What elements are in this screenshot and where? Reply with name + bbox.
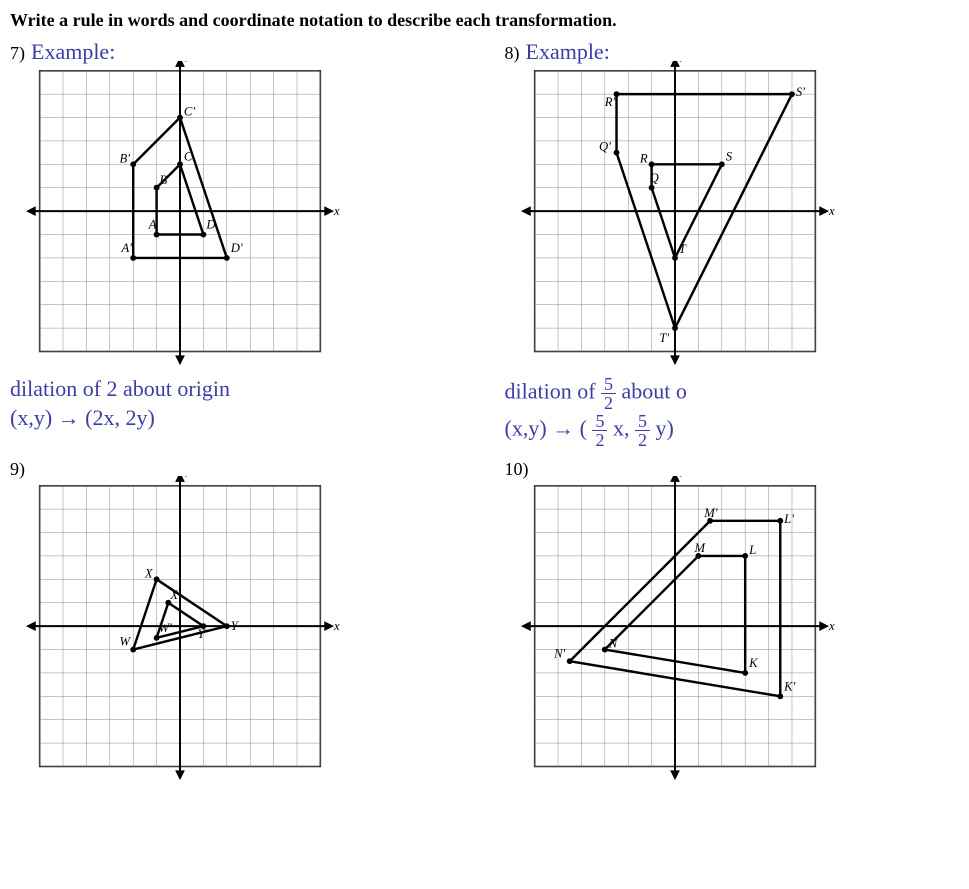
graph-8: x y Q' R' S' T' QR S T (505, 61, 845, 371)
svg-text:A': A' (121, 241, 133, 255)
svg-text:L: L (748, 543, 756, 557)
svg-text:C': C' (184, 105, 195, 119)
svg-text:X: X (144, 566, 154, 580)
handwritten-answer: dilation of 2 about origin (x,y) → (2x, … (10, 375, 465, 432)
svg-text:T: T (678, 242, 686, 256)
answer-line-2: (x,y) → (2x, 2y) (10, 404, 465, 433)
den: 2 (592, 431, 607, 449)
svg-text:C: C (184, 149, 193, 163)
den: 2 (601, 394, 616, 412)
svg-text:y: y (184, 61, 192, 62)
svg-text:D: D (205, 218, 215, 232)
instruction-text: Write a rule in words and coordinate not… (10, 10, 959, 31)
svg-text:K: K (748, 656, 758, 670)
svg-text:M: M (693, 541, 706, 555)
svg-text:M': M' (703, 506, 718, 520)
problem-9: 9) xyW'X'Y'WXY (10, 459, 465, 786)
svg-text:W': W' (159, 621, 173, 635)
svg-text:B: B (160, 173, 168, 187)
svg-text:R: R (638, 151, 647, 165)
svg-text:Q': Q' (598, 140, 610, 154)
svg-text:x: x (333, 619, 340, 633)
svg-text:x: x (828, 204, 835, 218)
num: 5 (592, 412, 607, 431)
svg-text:S': S' (795, 85, 804, 99)
svg-text:N': N' (553, 646, 565, 660)
problem-number: 10) (505, 459, 529, 480)
handwritten-answer: dilation of 52 about o (x,y) → ( 52 x, 5… (505, 375, 960, 449)
num: 5 (601, 375, 616, 394)
svg-text:B': B' (120, 151, 131, 165)
txt: (x,y) → ( (505, 416, 587, 441)
handwritten-header: Example: (31, 39, 115, 65)
svg-text:y: y (678, 61, 686, 62)
svg-text:A: A (148, 218, 157, 232)
problem-10: 10) x y N' M' L' K' N M L K (505, 459, 960, 786)
problem-number: 9) (10, 459, 25, 480)
handwritten-header: Example: (526, 39, 610, 65)
svg-text:K': K' (783, 679, 795, 693)
graph-9: xyW'X'Y'WXY (10, 476, 350, 786)
svg-text:x: x (333, 204, 340, 218)
graph-10: x y N' M' L' K' N M L K (505, 476, 845, 786)
num: 5 (635, 412, 650, 431)
svg-text:S: S (725, 149, 732, 163)
svg-text:R': R' (603, 95, 615, 109)
txt: x, (613, 416, 635, 441)
txt: about o (622, 379, 687, 404)
svg-text:D': D' (230, 241, 243, 255)
svg-text:Q: Q (649, 171, 658, 185)
fraction: 52 (592, 412, 607, 449)
txt: dilation of (505, 379, 602, 404)
answer-line-2: (x,y) → ( 52 x, 52 y) (505, 412, 960, 449)
svg-text:W: W (120, 635, 132, 649)
answer-line-1: dilation of 52 about o (505, 375, 960, 412)
problem-7: 7) Example: x y A' B' C' D' A B C D dilation of 2… (10, 39, 465, 449)
svg-text:y: y (678, 476, 686, 477)
fraction: 52 (635, 412, 650, 449)
problem-number: 7) (10, 43, 25, 64)
den: 2 (635, 431, 650, 449)
row-2: 9) xyW'X'Y'WXY 10) xyN'M'L'K'NMLK (10, 459, 959, 786)
problem-number: 8) (505, 43, 520, 64)
answer-line-1: dilation of 2 about origin (10, 375, 465, 404)
svg-text:N: N (607, 637, 618, 651)
svg-text:x: x (828, 619, 835, 633)
svg-text:L': L' (783, 512, 794, 526)
txt: y) (655, 416, 673, 441)
row-1: 7) Example: x y A' B' C' D' A B C D dilation of 2… (10, 39, 959, 449)
fraction: 52 (601, 375, 616, 412)
svg-text:y: y (184, 476, 192, 477)
graph-7: x y A' B' C' D' A B C D (10, 61, 350, 371)
problem-8: 8) Example: x y Q' R' S' T' QR S T dilation of 5… (505, 39, 960, 449)
svg-text:T': T' (659, 331, 669, 345)
